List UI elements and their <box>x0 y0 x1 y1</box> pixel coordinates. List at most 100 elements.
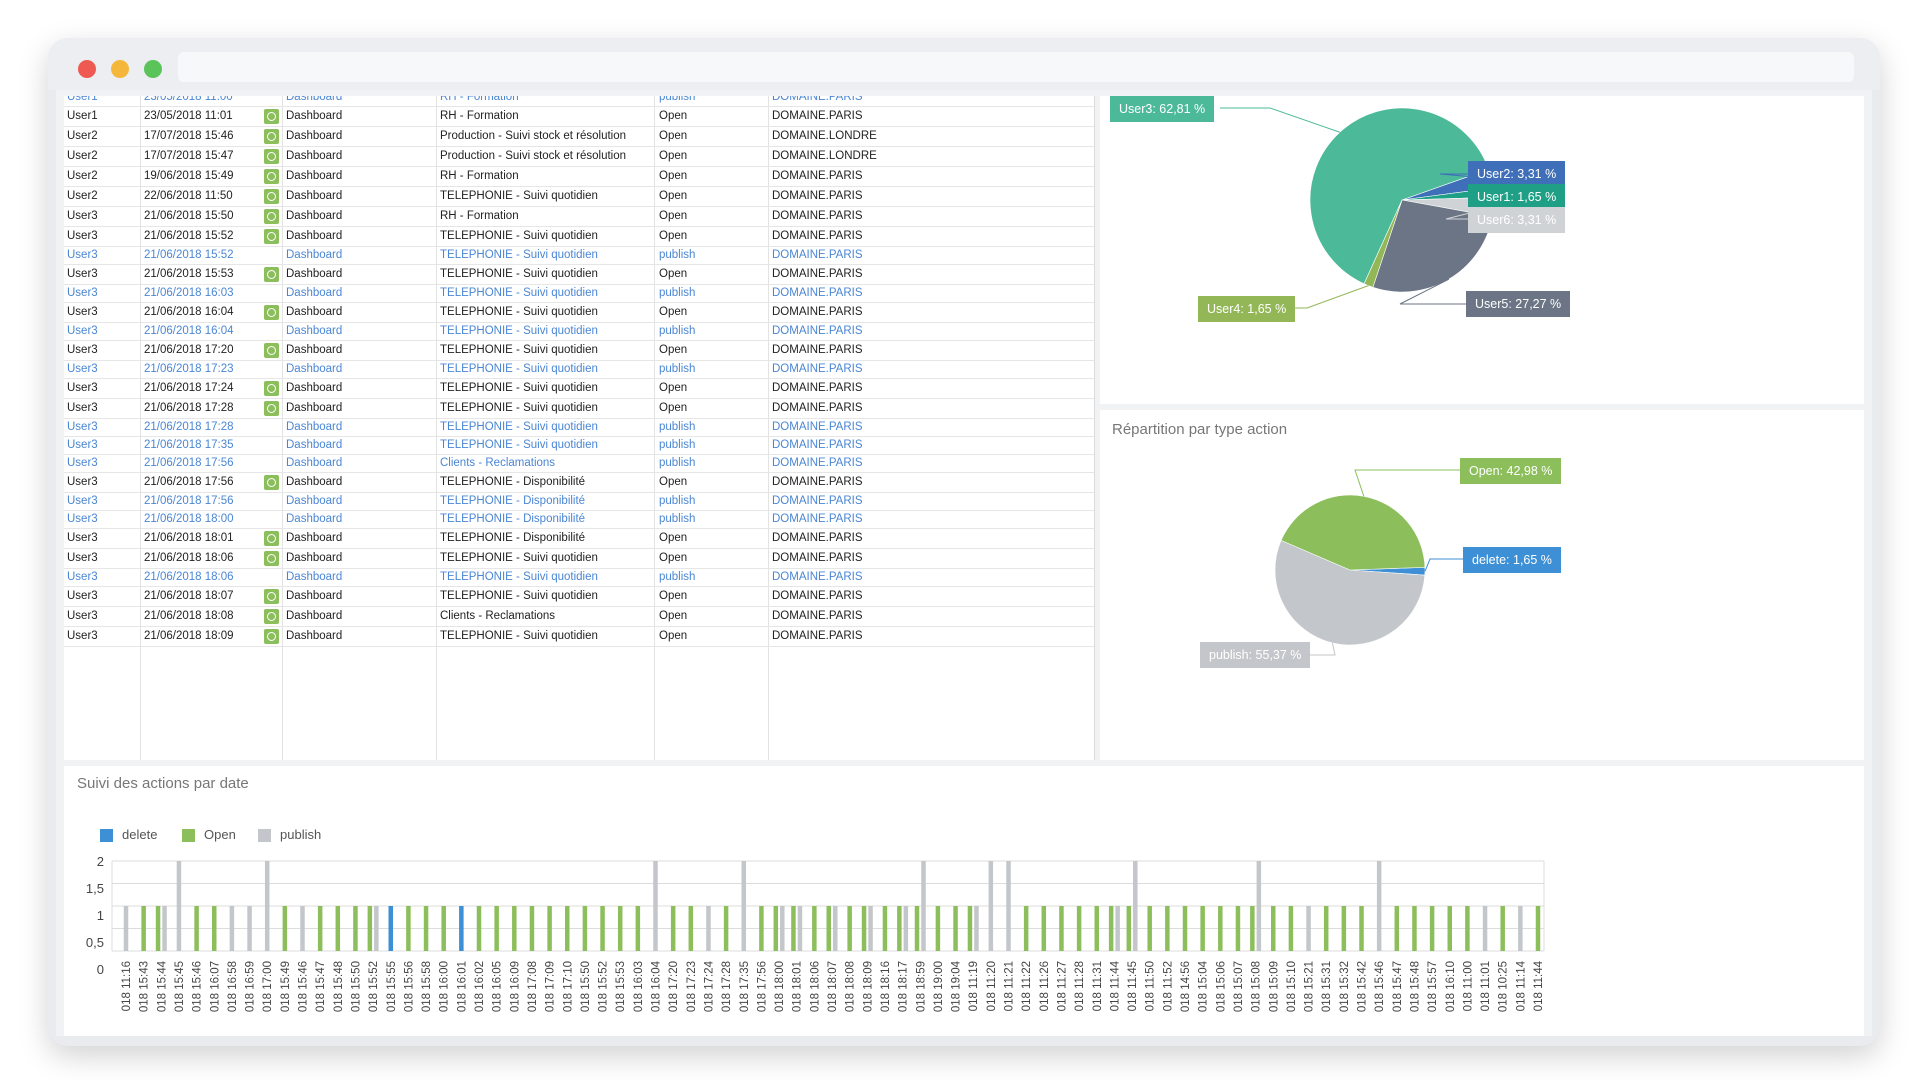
bar-open[interactable] <box>882 906 888 951</box>
bar-open[interactable] <box>773 906 779 951</box>
cell-user[interactable]: User1 <box>67 96 98 103</box>
bar-open[interactable] <box>953 906 958 951</box>
cell-action[interactable]: publish <box>659 249 696 261</box>
bar-publish[interactable] <box>741 861 747 951</box>
bar-open[interactable] <box>141 906 146 951</box>
cell-date[interactable]: 21/06/2018 17:56 <box>144 457 234 469</box>
cell-domain[interactable]: DOMAINE.PARIS <box>772 513 863 525</box>
table-row[interactable]: User3 21/06/2018 17:23 Dashboard TELEPHONIE… <box>64 360 1094 379</box>
bar-open[interactable] <box>1059 906 1064 951</box>
bar-open[interactable] <box>317 906 323 951</box>
cell-domain[interactable]: DOMAINE.PARIS <box>772 421 863 433</box>
legend-label-open[interactable]: Open <box>204 827 236 842</box>
cell-user[interactable]: User3 <box>67 249 98 261</box>
bar-delete[interactable] <box>388 906 394 951</box>
cell-kind[interactable]: Dashboard <box>286 421 343 433</box>
table-row[interactable]: User3 21/06/2018 18:06 Dashboard TELEPHONIE… <box>64 568 1094 587</box>
cell-kind[interactable]: Dashboard <box>286 249 343 261</box>
cell-domain[interactable]: DOMAINE.PARIS <box>772 495 863 507</box>
table-row[interactable]: User3 21/06/2018 17:56 Dashboard Clients - … <box>64 454 1094 473</box>
cell-name[interactable]: TELEPHONIE - Suivi quotidien <box>440 421 598 433</box>
table-row[interactable]: User3 21/06/2018 17:28 Dashboard TELEPHONIE… <box>64 418 1094 437</box>
bar-open[interactable] <box>1041 906 1047 951</box>
bar-open[interactable] <box>847 906 852 951</box>
table-row[interactable]: User3 21/06/2018 18:09 Dashboard TELEPHONIE… <box>64 626 1094 647</box>
cell-user[interactable]: User3 <box>67 439 98 451</box>
bar-publish[interactable] <box>247 906 252 951</box>
bar-open[interactable] <box>914 906 920 951</box>
bar-open[interactable] <box>791 906 796 951</box>
table-row[interactable]: User3 21/06/2018 18:01 Dashboard TELEPHONIE… <box>64 528 1094 549</box>
bar-publish[interactable] <box>162 906 167 951</box>
cell-kind[interactable]: Dashboard <box>286 325 343 337</box>
legend-label-delete[interactable]: delete <box>122 827 158 842</box>
cell-name[interactable]: RH - Formation <box>440 96 519 103</box>
cell-name[interactable]: Clients - Reclamations <box>440 457 556 469</box>
bar-open[interactable] <box>635 906 641 951</box>
bar-open[interactable] <box>1076 906 1082 951</box>
cell-action[interactable]: publish <box>659 421 696 433</box>
bar-open[interactable] <box>212 906 217 951</box>
cell-domain[interactable]: DOMAINE.PARIS <box>772 249 863 261</box>
bar-open[interactable] <box>600 906 605 951</box>
pie-slice-user3[interactable] <box>1309 107 1490 285</box>
bar-open[interactable] <box>1465 906 1470 951</box>
cell-kind[interactable]: Dashboard <box>286 495 343 507</box>
bar-open[interactable] <box>367 906 373 951</box>
bar-open[interactable] <box>1271 906 1276 951</box>
bar-publish[interactable] <box>1006 861 1011 951</box>
bar-open[interactable] <box>1394 906 1400 951</box>
bar-open[interactable] <box>565 906 570 951</box>
bar-open[interactable] <box>1447 906 1453 951</box>
cell-action[interactable]: publish <box>659 457 696 469</box>
cell-domain[interactable]: DOMAINE.PARIS <box>772 96 863 103</box>
bar-open[interactable] <box>935 906 941 951</box>
bar-publish[interactable] <box>1482 906 1488 951</box>
cell-action[interactable]: publish <box>659 363 696 375</box>
table-row[interactable]: User3 21/06/2018 15:52 Dashboard TELEPHONIE… <box>64 226 1094 247</box>
cell-name[interactable]: TELEPHONIE - Disponibilité <box>440 495 586 507</box>
bar-open[interactable] <box>1341 906 1347 951</box>
bar-open[interactable] <box>1288 906 1294 951</box>
bar-open[interactable] <box>194 906 199 951</box>
table-row[interactable]: User3 21/06/2018 17:20 Dashboard TELEPHONIE… <box>64 340 1094 361</box>
bar-open[interactable] <box>1429 906 1435 951</box>
cell-action[interactable]: publish <box>659 96 696 103</box>
table-row[interactable]: User2 17/07/2018 15:47 Dashboard Production… <box>64 146 1094 167</box>
bar-open[interactable] <box>1235 906 1241 951</box>
table-row[interactable]: User2 17/07/2018 15:46 Dashboard Production… <box>64 126 1094 147</box>
bar-publish[interactable] <box>653 861 658 951</box>
bar-publish[interactable] <box>1256 861 1262 951</box>
cell-kind[interactable]: Dashboard <box>286 287 343 299</box>
bar-open[interactable] <box>688 906 694 951</box>
bar-open[interactable] <box>1500 906 1505 951</box>
bar-open[interactable] <box>723 906 729 951</box>
cell-date[interactable]: 21/06/2018 16:04 <box>144 325 234 337</box>
table-row[interactable]: User3 21/06/2018 18:06 Dashboard TELEPHONIE… <box>64 548 1094 569</box>
cell-date[interactable]: 21/06/2018 18:00 <box>144 513 234 525</box>
bar-open[interactable] <box>512 906 517 951</box>
bar-open[interactable] <box>494 906 499 951</box>
table-row[interactable]: User3 21/06/2018 16:04 Dashboard TELEPHONIE… <box>64 302 1094 323</box>
bar-open[interactable] <box>861 906 867 951</box>
bar-publish[interactable] <box>868 906 873 951</box>
cell-kind[interactable]: Dashboard <box>286 439 343 451</box>
cell-user[interactable]: User3 <box>67 287 98 299</box>
table-row[interactable]: User3 21/06/2018 18:07 Dashboard TELEPHONIE… <box>64 586 1094 607</box>
bar-open[interactable] <box>1535 906 1541 951</box>
bar-open[interactable] <box>1359 906 1364 951</box>
bar-publish[interactable] <box>903 906 909 951</box>
bar-open[interactable] <box>1023 906 1029 951</box>
bar-publish[interactable] <box>374 906 379 951</box>
maximize-window-button[interactable] <box>144 60 162 78</box>
table-row[interactable]: User3 21/06/2018 15:52 Dashboard TELEPHONIE… <box>64 246 1094 265</box>
table-row[interactable]: User3 21/06/2018 17:35 Dashboard TELEPHONIE… <box>64 436 1094 455</box>
cell-user[interactable]: User3 <box>67 495 98 507</box>
bar-publish[interactable] <box>797 906 803 951</box>
bar-open[interactable] <box>282 906 288 951</box>
cell-name[interactable]: TELEPHONIE - Suivi quotidien <box>440 249 598 261</box>
table-row[interactable]: User3 21/06/2018 15:53 Dashboard TELEPHONIE… <box>64 264 1094 285</box>
cell-user[interactable]: User3 <box>67 363 98 375</box>
bar-open[interactable] <box>812 906 817 951</box>
minimize-window-button[interactable] <box>111 60 129 78</box>
